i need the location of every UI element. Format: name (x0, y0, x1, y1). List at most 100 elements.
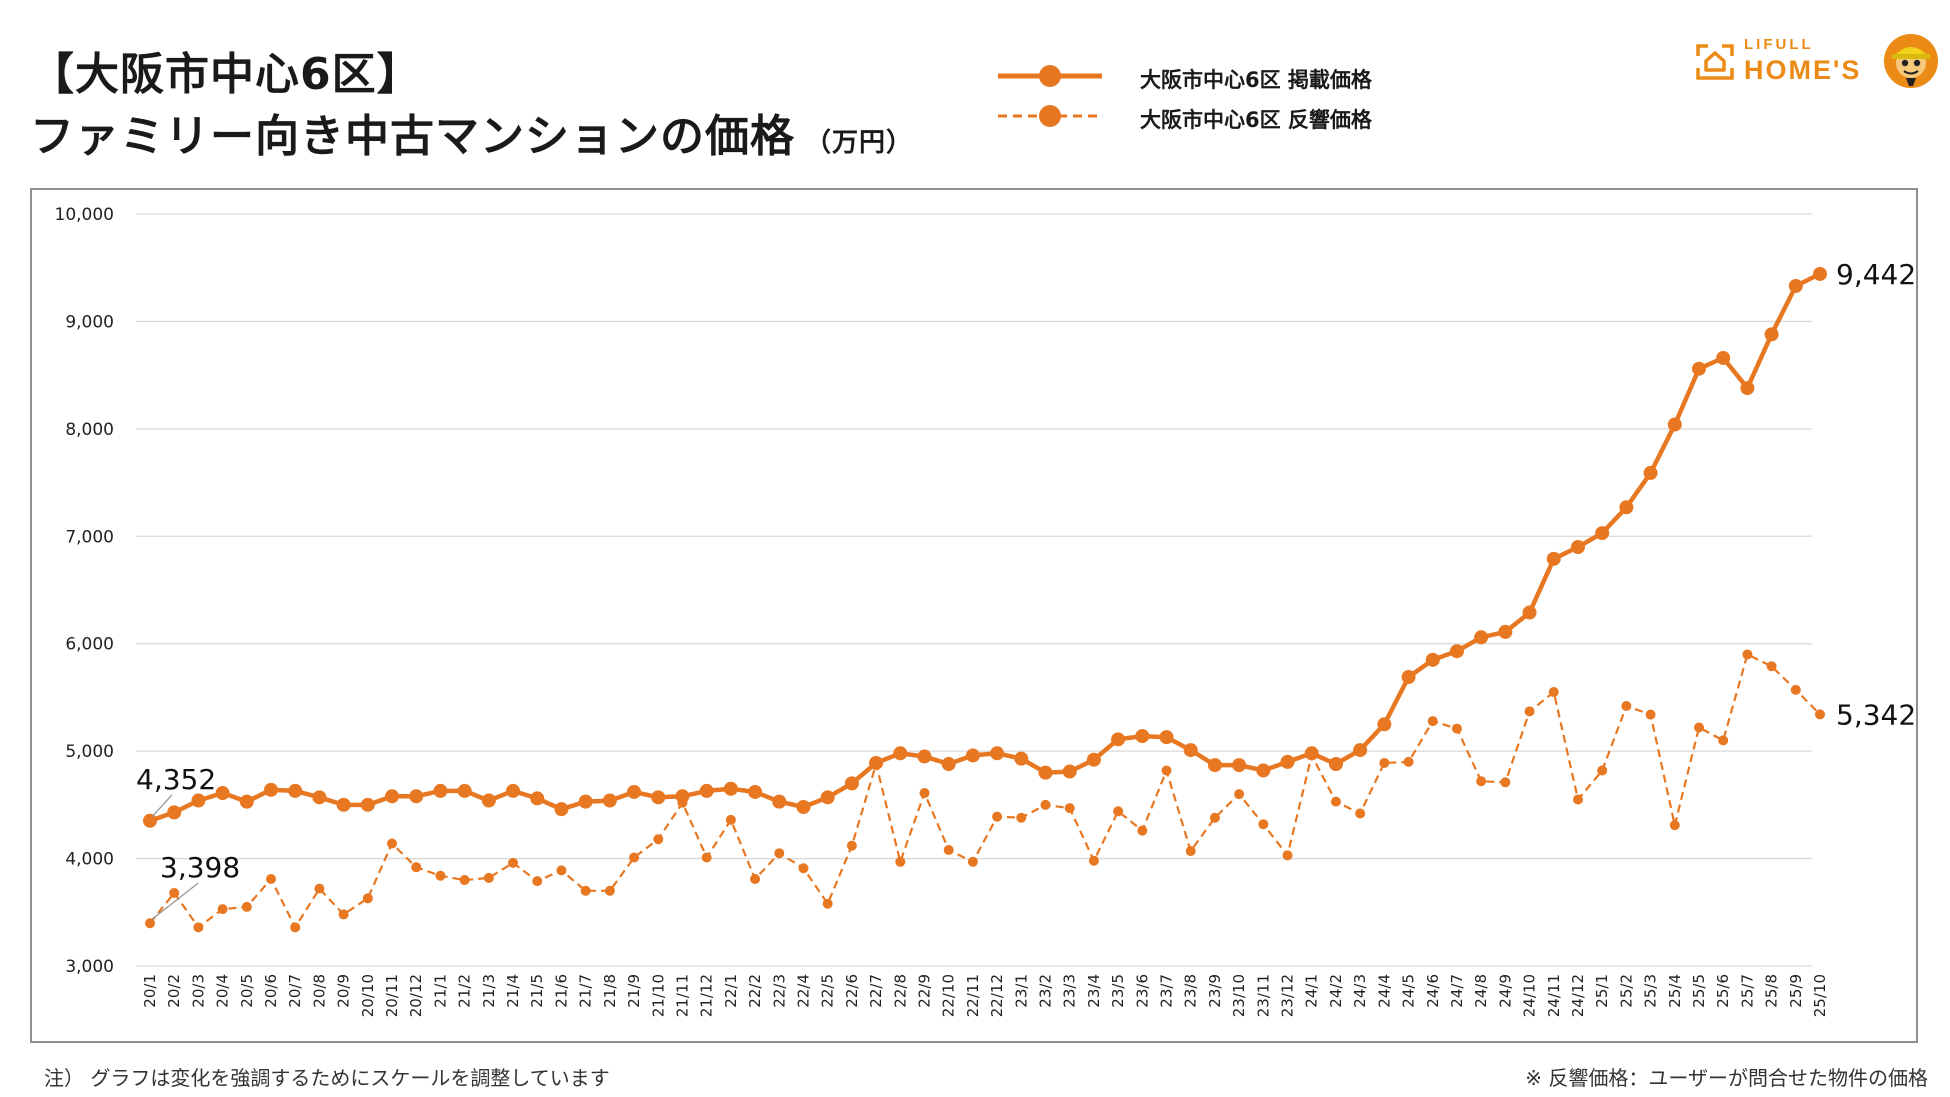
x-tick-label: 21/1 (431, 974, 449, 1008)
data-point-listing (1595, 526, 1610, 541)
data-point-listing (1570, 540, 1585, 555)
data-point-inquiry (750, 873, 761, 884)
data-point-listing (1062, 764, 1077, 779)
x-tick-label: 21/3 (480, 974, 498, 1008)
x-tick-label: 23/3 (1061, 974, 1079, 1008)
data-point-inquiry (1306, 750, 1317, 761)
data-point-inquiry (1161, 765, 1172, 776)
data-point-listing (312, 790, 327, 805)
data-point-inquiry (1330, 796, 1341, 807)
data-point-listing (1498, 624, 1513, 639)
data-point-listing (288, 783, 303, 798)
unit-label: （万円） (805, 128, 914, 158)
data-point-listing (554, 802, 569, 817)
x-tick-label: 21/9 (625, 974, 643, 1008)
data-point-listing (530, 791, 545, 806)
data-point-inquiry (1524, 706, 1535, 717)
data-point-listing (917, 749, 932, 764)
x-tick-label: 25/7 (1738, 974, 1756, 1008)
start-label-inquiry: 3,398 (160, 851, 240, 884)
data-point-inquiry (1209, 812, 1220, 823)
x-tick-label: 23/2 (1037, 974, 1055, 1008)
x-tick-label: 24/1 (1303, 974, 1321, 1008)
y-tick-label: 7,000 (65, 527, 114, 547)
data-point-inquiry (1016, 812, 1027, 823)
legend-label-listing: 大阪市中心6区 掲載価格 (1140, 68, 1372, 92)
x-tick-label: 22/10 (940, 974, 958, 1017)
data-point-listing (506, 783, 521, 798)
data-point-listing (965, 748, 980, 763)
data-point-inquiry (992, 811, 1003, 822)
x-tick-label: 23/11 (1254, 974, 1272, 1017)
x-tick-label: 22/5 (819, 974, 837, 1008)
x-tick-label: 23/1 (1012, 974, 1030, 1008)
x-tick-label: 22/3 (770, 974, 788, 1008)
y-tick-label: 9,000 (65, 312, 114, 332)
data-point-listing (651, 790, 666, 805)
logo-main-text: HOME'S (1744, 55, 1862, 85)
data-point-inquiry (1113, 806, 1124, 817)
data-point-inquiry (1355, 808, 1366, 819)
x-tick-label: 23/5 (1109, 974, 1127, 1008)
data-point-listing (1280, 754, 1295, 769)
data-point-inquiry (604, 885, 615, 896)
data-point-inquiry (629, 852, 640, 863)
data-point-listing (1038, 765, 1053, 780)
x-tick-label: 21/12 (698, 974, 716, 1017)
x-tick-label: 21/5 (528, 974, 546, 1008)
data-point-listing (1401, 670, 1416, 685)
x-tick-label: 20/4 (214, 974, 232, 1008)
data-point-inquiry (1669, 820, 1680, 831)
data-point-listing (1619, 500, 1634, 515)
x-tick-label: 23/4 (1085, 974, 1103, 1008)
data-point-inquiry (1403, 756, 1414, 767)
leader-line (151, 882, 199, 920)
data-point-inquiry (362, 893, 373, 904)
data-point-inquiry (411, 862, 422, 873)
data-point-listing (1135, 729, 1150, 744)
x-tick-label: 22/12 (988, 974, 1006, 1017)
data-point-inquiry (1693, 722, 1704, 733)
x-tick-label: 20/11 (383, 974, 401, 1017)
x-tick-label: 24/8 (1472, 974, 1490, 1008)
end-label-inquiry: 5,342 (1836, 698, 1916, 731)
x-tick-label: 23/10 (1230, 974, 1248, 1017)
data-point-inquiry (653, 834, 664, 845)
x-tick-label: 20/1 (141, 974, 159, 1008)
data-point-listing (699, 783, 714, 798)
x-tick-label: 21/10 (649, 974, 667, 1017)
data-point-listing (1449, 644, 1464, 659)
x-tick-label: 24/11 (1545, 974, 1563, 1017)
data-point-listing (578, 794, 593, 809)
x-tick-label: 23/12 (1279, 974, 1297, 1017)
logo-top-text: LIFULL (1744, 36, 1814, 53)
data-point-inquiry (1064, 803, 1075, 814)
data-point-inquiry (193, 922, 204, 933)
data-point-listing (191, 793, 206, 808)
house-icon (1696, 44, 1734, 80)
line-chart: 3,000 4,000 5,000 6,000 7,000 8,000 9,000 10,00… (55, 205, 1916, 1017)
x-tick-label: 20/7 (286, 974, 304, 1008)
x-tick-label: 22/2 (746, 974, 764, 1008)
x-tick-label: 21/7 (577, 974, 595, 1008)
data-point-listing (990, 746, 1005, 761)
data-point-listing (1159, 730, 1174, 745)
x-tick-label: 23/9 (1206, 974, 1224, 1008)
data-point-inquiry (338, 909, 349, 920)
data-point-inquiry (967, 856, 978, 867)
x-tick-label: 24/2 (1327, 974, 1345, 1008)
data-point-listing (481, 793, 496, 808)
x-tick-label: 20/6 (262, 974, 280, 1008)
x-tick-label: 21/4 (504, 974, 522, 1008)
data-point-inquiry (387, 838, 398, 849)
x-tick-label: 24/9 (1496, 974, 1514, 1008)
data-point-listing (215, 786, 230, 801)
x-tick-label: 21/8 (601, 974, 619, 1008)
data-point-listing (1546, 551, 1561, 566)
brand-logo: LIFULL HOME'S (1690, 30, 1940, 100)
x-tick-label: 22/9 (915, 974, 933, 1008)
series-line-listing (149, 271, 1822, 823)
data-point-inquiry (1548, 687, 1559, 698)
data-point-inquiry (822, 898, 833, 909)
footnote-inquiry-definition: ※ 反響価格：ユーザーが問合せた物件の価格 (1525, 1066, 1928, 1090)
